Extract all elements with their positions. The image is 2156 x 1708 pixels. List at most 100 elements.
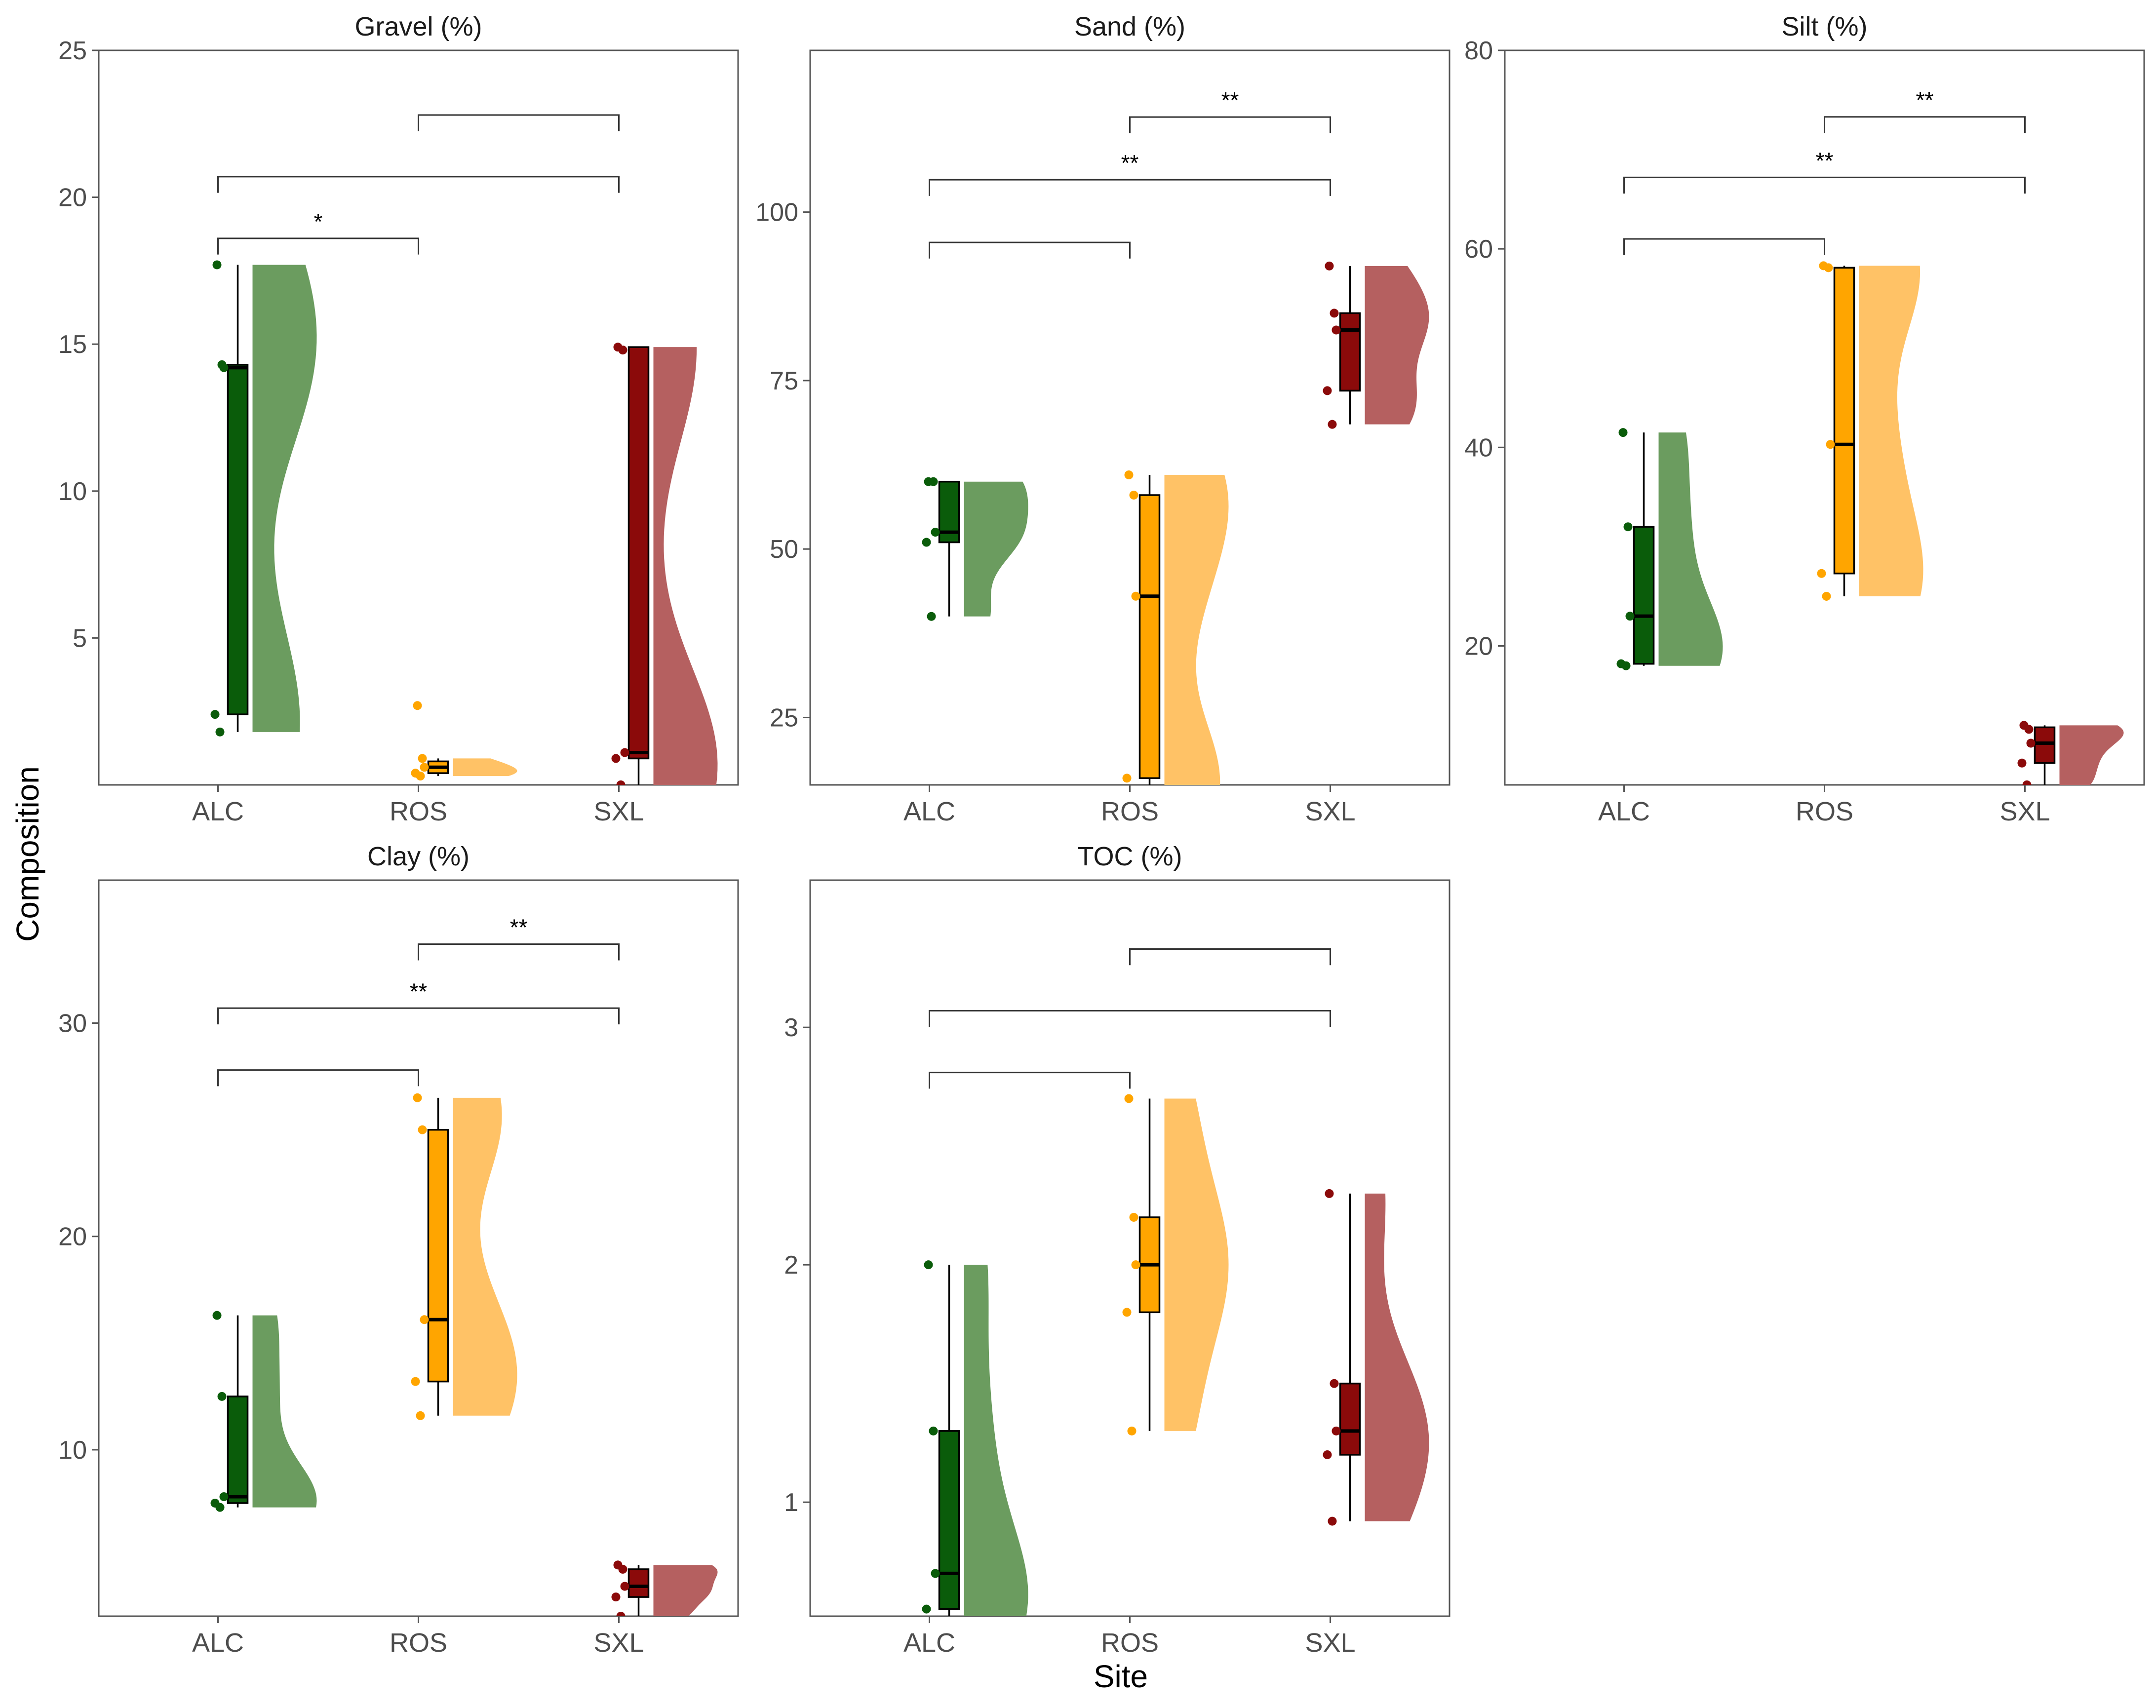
x-tick-label: ROS — [1101, 1628, 1159, 1658]
significance-label: ** — [1816, 148, 1834, 173]
panel-plot-area — [210, 260, 718, 785]
data-point — [1332, 1426, 1341, 1436]
x-tick-label: ROS — [390, 1628, 447, 1658]
box-iqr — [2034, 726, 2056, 764]
data-point — [418, 1125, 427, 1134]
panel-title: Clay (%) — [367, 842, 470, 871]
violin-cloud — [1164, 1098, 1229, 1431]
box-iqr — [1339, 312, 1361, 392]
violin-cloud — [1164, 475, 1229, 785]
significance-bracket — [1129, 116, 1331, 133]
y-tick-label: 80 — [1464, 37, 1493, 65]
data-point — [620, 1582, 629, 1591]
x-axis-label: Site — [1094, 1659, 1148, 1694]
significance-label: ** — [1916, 87, 1934, 113]
data-point — [1618, 428, 1628, 437]
data-point — [413, 1093, 422, 1102]
significance-label: ** — [510, 915, 528, 940]
x-tick-label: SXL — [1305, 1628, 1355, 1658]
data-point — [416, 1411, 425, 1420]
panel-title: Sand (%) — [1074, 12, 1185, 41]
violin-cloud — [653, 1565, 718, 1616]
data-point — [616, 780, 626, 785]
panel-frame — [809, 49, 1450, 786]
violin-cloud — [964, 1265, 1028, 1616]
x-tick-label: ALC — [192, 1628, 244, 1658]
box-iqr — [427, 1128, 449, 1383]
y-tick-label: 15 — [58, 330, 87, 359]
box-iqr — [227, 364, 249, 715]
violin-cloud — [1859, 266, 1923, 596]
data-point — [1323, 386, 1332, 395]
data-point — [2022, 780, 2032, 785]
data-point — [931, 528, 940, 537]
data-point — [1826, 440, 1835, 449]
y-tick-label: 40 — [1464, 433, 1493, 462]
data-point — [611, 1592, 621, 1602]
data-point — [929, 477, 938, 486]
data-point — [2017, 758, 2027, 768]
significance-label: ** — [410, 978, 428, 1004]
significance-bracket — [418, 114, 620, 131]
y-tick-label: 50 — [770, 535, 798, 564]
data-point — [1124, 1094, 1134, 1103]
chart-panel: TOC (%) 1 2 3 ALC ROS SXL — [784, 842, 1450, 1658]
significance-bracket — [929, 179, 1331, 196]
x-tick-label: SXL — [593, 797, 644, 826]
y-tick-label: 3 — [784, 1013, 798, 1042]
x-tick-label: ALC — [903, 797, 955, 826]
data-point — [217, 1392, 227, 1401]
x-tick-label: ROS — [390, 797, 447, 826]
violin-cloud — [252, 265, 317, 732]
violin-cloud — [653, 347, 718, 785]
significance-bracket — [1129, 948, 1331, 966]
data-point — [922, 1604, 931, 1614]
data-point — [210, 710, 220, 719]
x-tick-label: ROS — [1101, 797, 1159, 826]
violin-cloud — [1365, 1193, 1429, 1521]
chart-panel: Sand (%) 25 50 75 100 ALC ROS SXL ** ** — [755, 12, 1450, 826]
data-point — [618, 1564, 627, 1574]
y-tick-label: 5 — [73, 624, 87, 653]
x-tick-label: SXL — [1999, 797, 2050, 826]
data-point — [1129, 490, 1138, 500]
data-point — [927, 612, 936, 621]
data-point — [2024, 725, 2034, 734]
box-iqr — [1138, 494, 1161, 779]
y-tick-label: 20 — [58, 1223, 87, 1251]
box-iqr — [1339, 1382, 1361, 1456]
significance-bracket — [1623, 238, 1825, 255]
data-point — [922, 538, 931, 547]
x-tick-label: ALC — [1598, 797, 1650, 826]
y-axis-label: Composition — [10, 766, 45, 942]
data-point — [1824, 263, 1833, 272]
y-tick-label: 100 — [755, 198, 798, 227]
x-tick-label: SXL — [593, 1628, 644, 1658]
chart-panel: Silt (%) 20 40 60 80 ALC ROS SXL ** ** — [1464, 12, 2145, 826]
violin-cloud — [2059, 725, 2124, 785]
data-point — [416, 772, 425, 781]
data-point — [411, 1377, 420, 1386]
significance-label: ** — [1221, 87, 1239, 113]
y-tick-label: 10 — [58, 477, 87, 506]
significance-bracket — [418, 943, 620, 961]
violin-cloud — [453, 758, 517, 776]
data-point — [1328, 420, 1337, 429]
y-tick-label: 30 — [58, 1009, 87, 1038]
data-point — [1621, 661, 1631, 670]
y-tick-label: 10 — [58, 1436, 87, 1465]
data-point — [924, 1260, 933, 1270]
data-point — [215, 727, 225, 737]
panel-plot-area — [210, 1093, 718, 1616]
data-point — [219, 1492, 229, 1501]
box-iqr — [627, 1568, 650, 1598]
significance-bracket — [217, 176, 620, 193]
data-point — [1625, 612, 1635, 621]
significance-bracket — [1824, 116, 2026, 133]
data-point — [1328, 1516, 1337, 1526]
panel-plot-area — [1616, 261, 2124, 785]
y-tick-label: 25 — [58, 37, 87, 65]
significance-bracket — [1623, 176, 2026, 194]
significance-bracket — [929, 241, 1131, 259]
